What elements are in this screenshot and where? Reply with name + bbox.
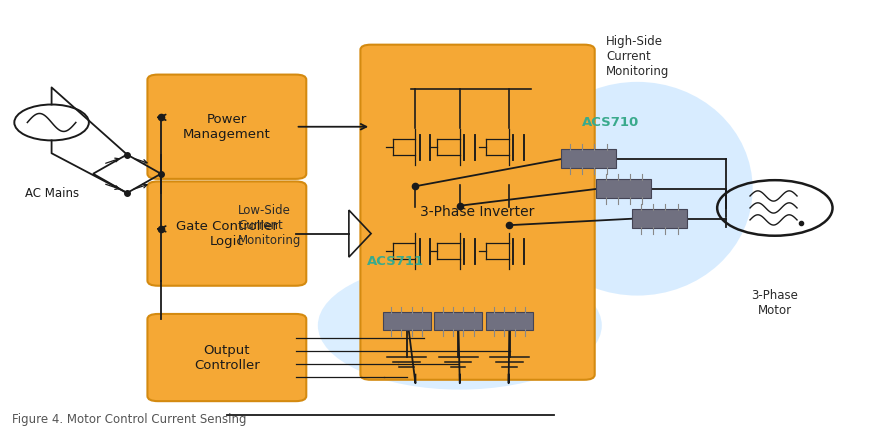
FancyBboxPatch shape: [147, 314, 306, 401]
FancyBboxPatch shape: [434, 312, 482, 330]
Text: Low-Side
Current
Monitoring: Low-Side Current Monitoring: [238, 204, 301, 247]
Text: Figure 4. Motor Control Current Sensing: Figure 4. Motor Control Current Sensing: [12, 413, 246, 426]
FancyBboxPatch shape: [486, 312, 533, 330]
FancyBboxPatch shape: [147, 74, 306, 179]
Text: 3-Phase Inverter: 3-Phase Inverter: [421, 205, 535, 219]
FancyBboxPatch shape: [147, 181, 306, 286]
Text: High-Side
Current
Monitoring: High-Side Current Monitoring: [606, 35, 670, 78]
Text: Output
Controller: Output Controller: [194, 343, 260, 372]
Text: Power
Management: Power Management: [183, 113, 271, 141]
Text: ACS710: ACS710: [582, 116, 639, 129]
Ellipse shape: [522, 82, 753, 296]
FancyBboxPatch shape: [361, 45, 595, 380]
FancyBboxPatch shape: [632, 209, 687, 228]
Ellipse shape: [318, 262, 602, 390]
Text: Gate Controller
Logic: Gate Controller Logic: [176, 220, 278, 248]
Text: 3-Phase
Motor: 3-Phase Motor: [751, 289, 798, 317]
FancyBboxPatch shape: [561, 149, 616, 168]
FancyBboxPatch shape: [382, 312, 430, 330]
Text: AC Mains: AC Mains: [24, 187, 79, 200]
FancyBboxPatch shape: [597, 179, 652, 198]
Text: ACS711: ACS711: [367, 255, 424, 268]
